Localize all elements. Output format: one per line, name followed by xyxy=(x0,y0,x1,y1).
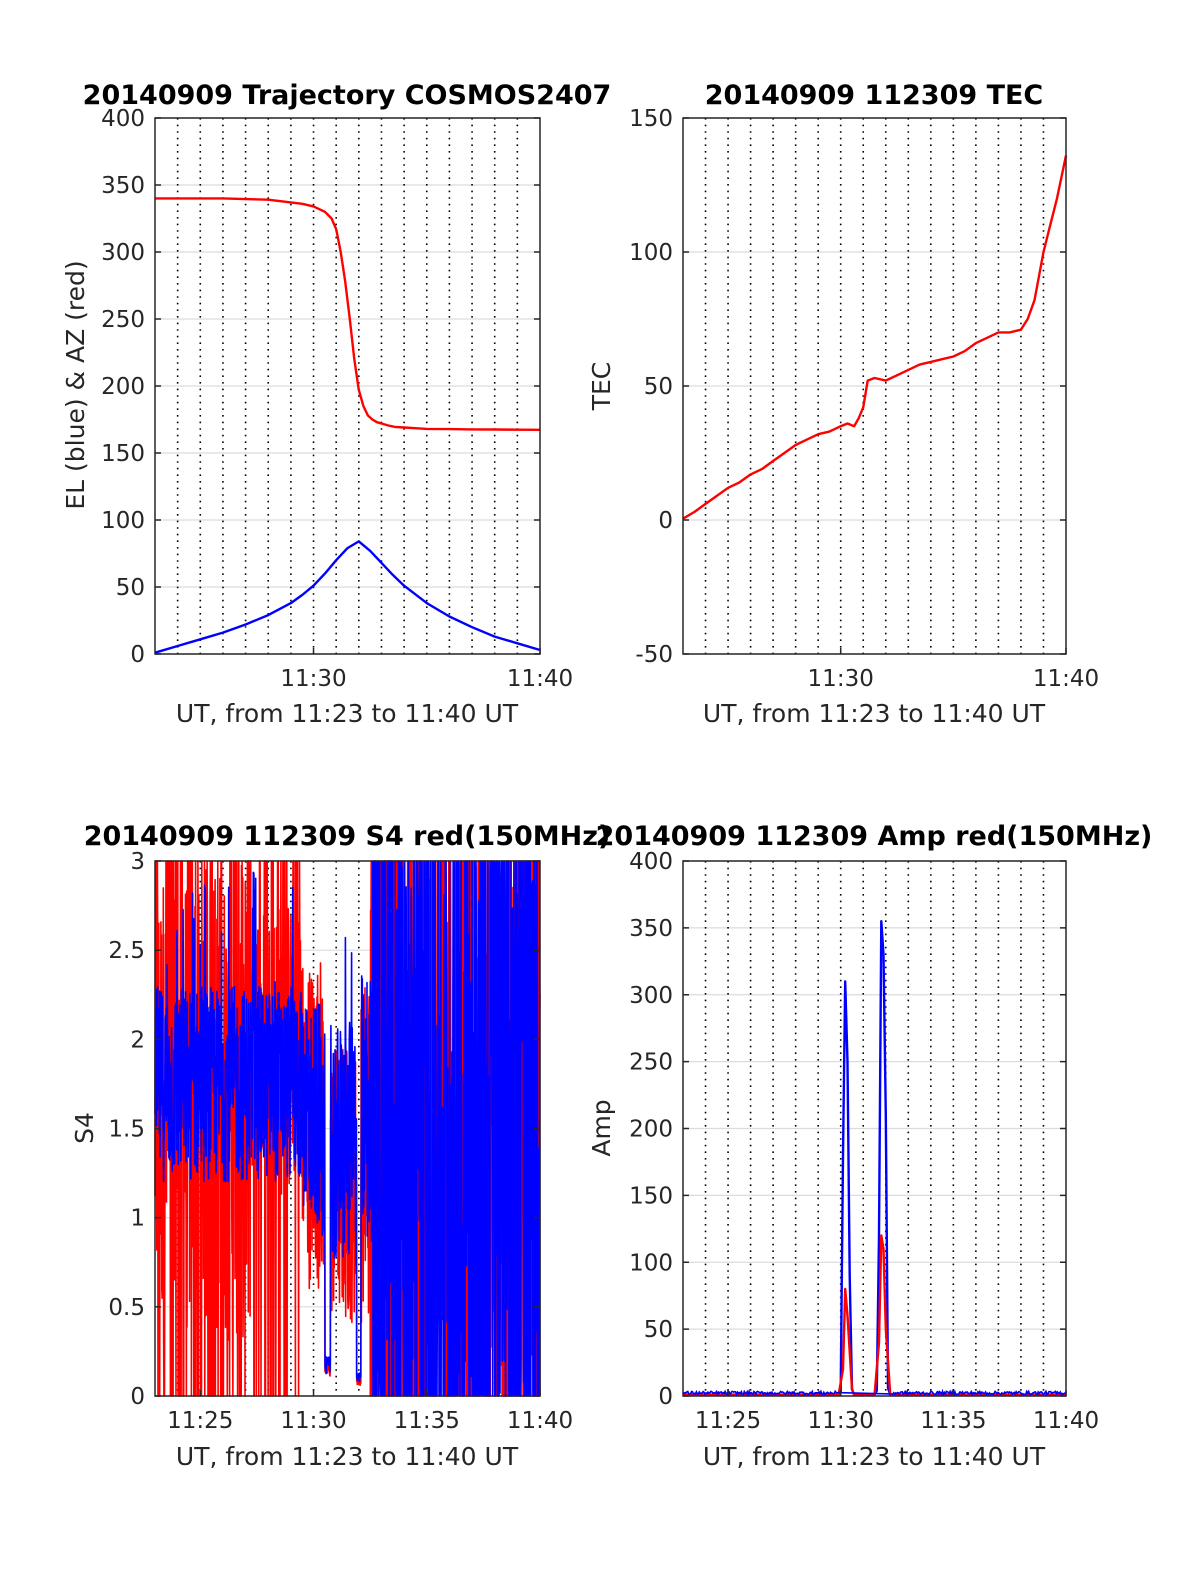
tec-panel: UT, from 11:23 to 11:40 UT TEC -50 0 50 100… xyxy=(587,80,1099,728)
trajectory-title: 20140909 Trajectory COSMOS2407 xyxy=(83,80,612,111)
s4-ytick-label: 0.5 xyxy=(108,1295,145,1321)
amp-ytick-label: 350 xyxy=(629,916,673,942)
s4-xlabel: UT, from 11:23 to 11:40 UT xyxy=(176,1442,519,1471)
trajectory-ytick-label: 100 xyxy=(101,508,145,534)
trajectory-ytick-label: 50 xyxy=(116,575,145,601)
tec-ytick-label: 50 xyxy=(644,374,673,400)
trajectory-ytick-label: 0 xyxy=(130,642,145,668)
s4-ylabel: S4 xyxy=(70,1112,99,1144)
trajectory-panel: UT, from 11:23 to 11:40 UT EL (blue) & A… xyxy=(61,80,611,728)
s4-xtick-label: 11:25 xyxy=(167,1408,233,1434)
tec-xtick-label: 11:40 xyxy=(1033,666,1099,692)
amp-xtick-label: 11:25 xyxy=(695,1408,761,1434)
trajectory-series-el xyxy=(154,540,541,654)
s4-ytick-label: 1.5 xyxy=(108,1117,145,1143)
amp-ytick-label: 100 xyxy=(629,1250,673,1276)
s4-panel: UT, from 11:23 to 11:40 UT S4 0 0.5 1 1.5 2 2… xyxy=(70,821,610,1471)
trajectory-ylabel: EL (blue) & AZ (red) xyxy=(61,260,90,509)
trajectory-xtick-label: 11:30 xyxy=(280,666,346,692)
amp-xtick-label: 11:40 xyxy=(1033,1408,1099,1434)
tec-ylabel: TEC xyxy=(587,362,616,412)
tec-ytick-label: 100 xyxy=(629,240,673,266)
trajectory-ytick-label: 300 xyxy=(101,240,145,266)
amp-ytick-label: 150 xyxy=(629,1183,673,1209)
tec-ytick-label: 0 xyxy=(658,508,673,534)
amp-ytick-label: 300 xyxy=(629,983,673,1009)
s4-ytick-label: 3 xyxy=(130,849,145,875)
tec-ytick-label: 150 xyxy=(629,106,673,132)
amp-panel: UT, from 11:23 to 11:40 UT Amp 0 50 100 150… xyxy=(587,821,1152,1471)
trajectory-ytick-label: 350 xyxy=(101,173,145,199)
trajectory-series-az xyxy=(155,197,541,431)
amp-ytick-label: 200 xyxy=(629,1117,673,1143)
amp-ylabel: Amp xyxy=(587,1099,616,1156)
tec-xtick-label: 11:30 xyxy=(808,666,874,692)
s4-title: 20140909 112309 S4 red(150MHz) xyxy=(84,821,611,852)
trajectory-xlabel: UT, from 11:23 to 11:40 UT xyxy=(176,699,519,728)
trajectory-xtick-label: 11:40 xyxy=(507,666,573,692)
trajectory-ytick-label: 200 xyxy=(101,374,145,400)
amp-xtick-label: 11:30 xyxy=(808,1408,874,1434)
tec-title: 20140909 112309 TEC xyxy=(705,80,1044,111)
amp-title: 20140909 112309 Amp red(150MHz) xyxy=(596,821,1153,852)
s4-ytick-label: 0 xyxy=(130,1384,145,1410)
amp-ytick-label: 0 xyxy=(658,1384,673,1410)
amp-xlabel: UT, from 11:23 to 11:40 UT xyxy=(703,1442,1046,1471)
s4-ytick-label: 2 xyxy=(130,1027,145,1053)
s4-xtick-label: 11:35 xyxy=(394,1408,460,1434)
amp-ytick-label: 250 xyxy=(629,1050,673,1076)
tec-xlabel: UT, from 11:23 to 11:40 UT xyxy=(703,699,1046,728)
s4-ytick-label: 1 xyxy=(130,1206,145,1232)
trajectory-ytick-label: 250 xyxy=(101,307,145,333)
tec-series-tec xyxy=(682,155,1068,520)
s4-xtick-label: 11:40 xyxy=(507,1408,573,1434)
tec-ytick-label: -50 xyxy=(635,642,673,668)
trajectory-ytick-label: 150 xyxy=(101,441,145,467)
amp-xtick-label: 11:35 xyxy=(920,1408,986,1434)
s4-xtick-label: 11:30 xyxy=(280,1408,346,1434)
trajectory-ytick-label: 400 xyxy=(101,106,145,132)
amp-baseline-noise xyxy=(682,1388,1067,1398)
s4-ytick-label: 2.5 xyxy=(108,938,145,964)
amp-ytick-label: 50 xyxy=(644,1317,673,1343)
amp-ytick-label: 400 xyxy=(629,849,673,875)
